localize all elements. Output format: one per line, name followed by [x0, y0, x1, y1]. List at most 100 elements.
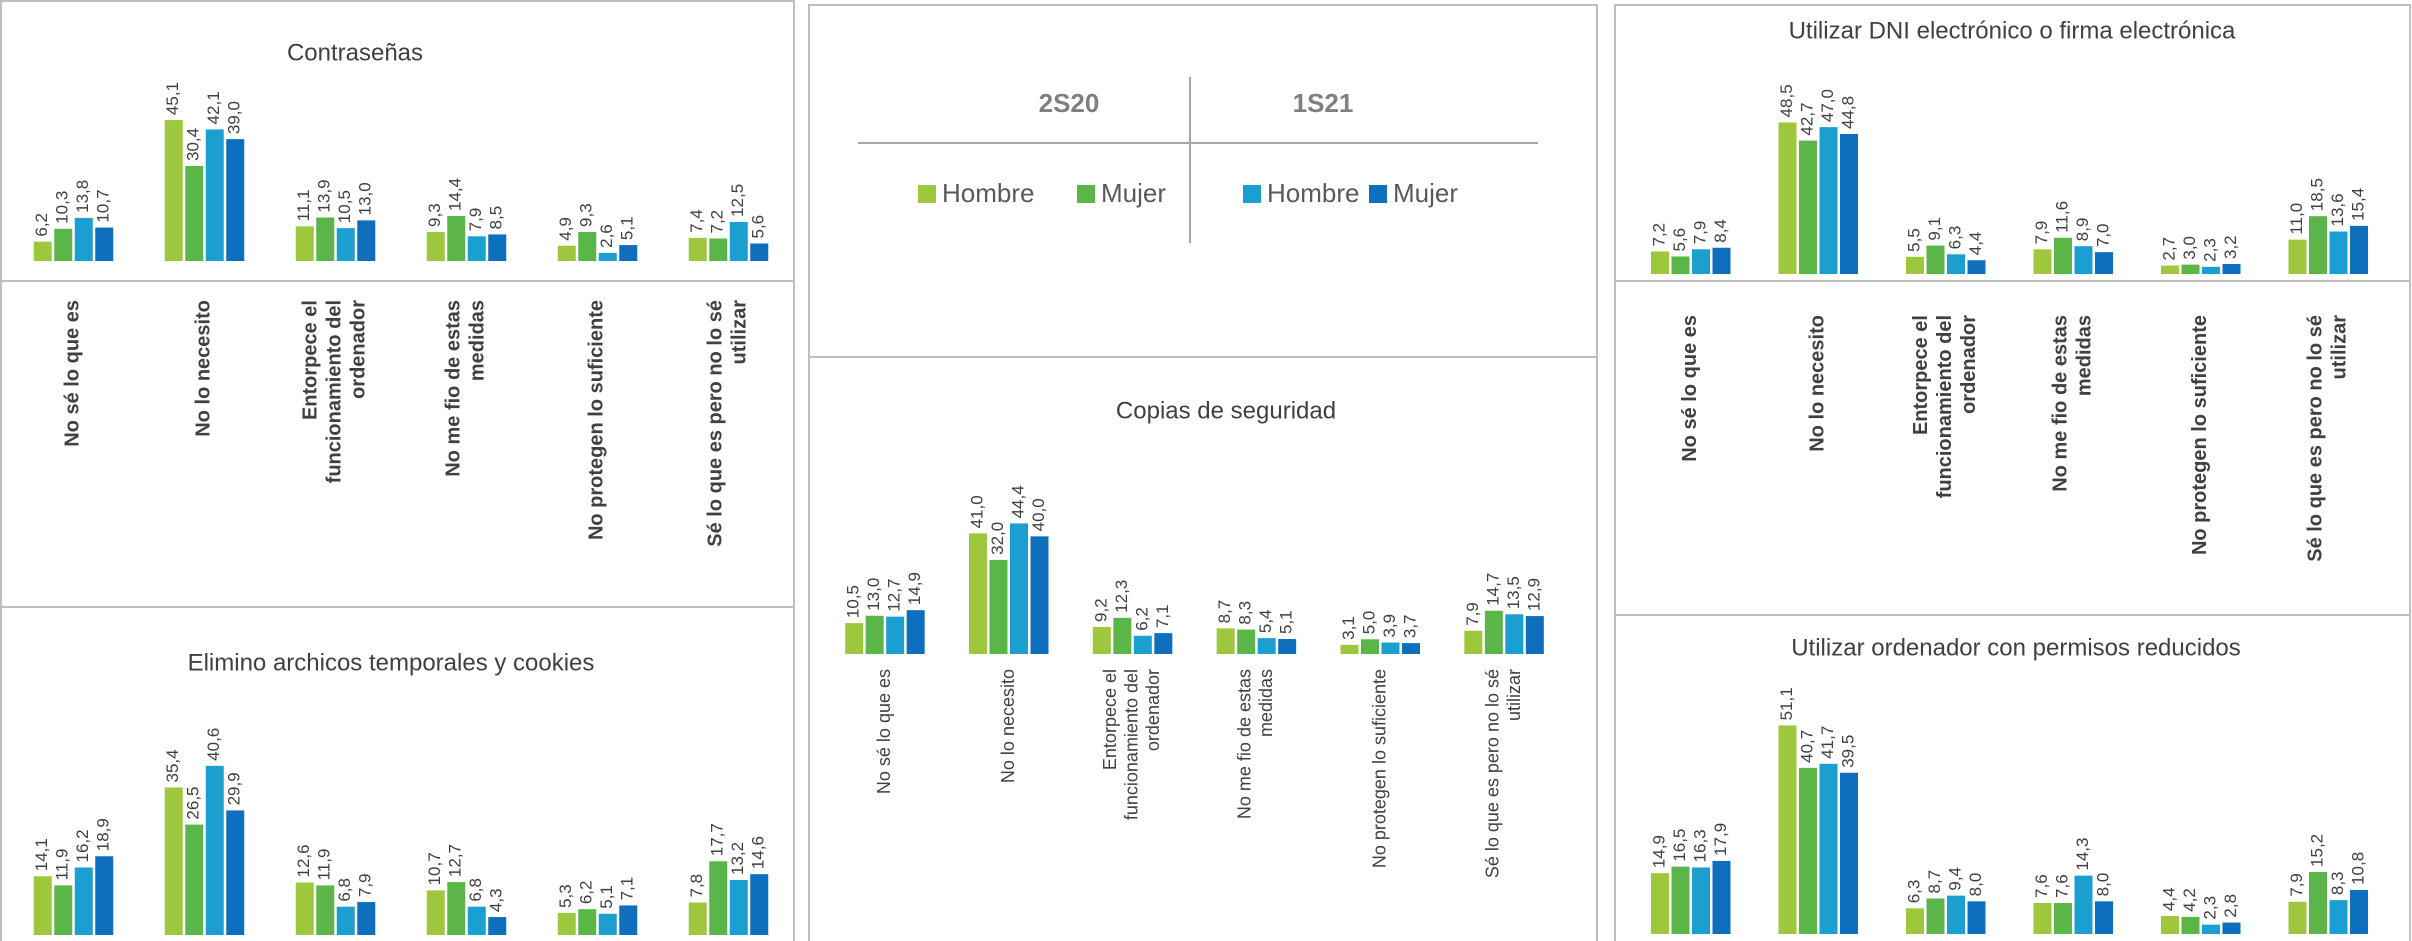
legend-swatch: [1243, 185, 1261, 203]
bar: [2350, 889, 2368, 934]
panel: [808, 356, 1598, 941]
value-label: 32,0: [988, 522, 1007, 555]
bar: [1651, 251, 1669, 274]
bar: [1778, 725, 1797, 934]
value-label: 45,1: [163, 82, 182, 115]
bar: [1340, 644, 1359, 654]
bar: [2222, 264, 2241, 274]
value-label: 5,6: [749, 215, 768, 239]
bar: [989, 559, 1008, 654]
bar: [1692, 867, 1710, 934]
bar: [164, 787, 183, 935]
bar: [33, 241, 52, 261]
bar: [2074, 246, 2093, 274]
value-label: 44,4: [1008, 485, 1027, 518]
value-label: 2,3: [2200, 896, 2219, 920]
value-label: 7,9: [356, 873, 375, 897]
value-label: 16,3: [1690, 829, 1709, 862]
bar: [1113, 617, 1132, 654]
value-label: 10,7: [425, 852, 444, 885]
legend-label: Mujer: [1393, 178, 1458, 208]
bar: [886, 616, 905, 654]
legend-label: Hombre: [1267, 178, 1359, 208]
bar: [1671, 866, 1690, 934]
bar: [688, 237, 707, 261]
bar: [1010, 523, 1028, 654]
value-label: 6,8: [466, 878, 485, 902]
bar: [598, 252, 617, 261]
bar: [2161, 265, 2179, 274]
chart-title: Contraseñas: [287, 39, 423, 66]
group-label: 1S21: [1293, 88, 1354, 118]
bar: [1361, 639, 1379, 654]
legend-swatch: [1077, 185, 1095, 203]
value-label: 10,5: [844, 585, 863, 618]
bar: [336, 906, 355, 935]
category-label: No lo necesito: [193, 300, 215, 437]
value-label: 14,1: [32, 838, 51, 871]
bar: [1237, 629, 1256, 654]
bar: [1906, 908, 1924, 934]
value-label: 9,4: [1945, 867, 1964, 891]
category-label: Entorpece elfuncionamiento delordenador: [1100, 669, 1163, 820]
bar: [1092, 626, 1111, 654]
bar: [729, 880, 748, 935]
value-label: 4,4: [2159, 887, 2178, 911]
bar: [1030, 536, 1049, 654]
value-label: 7,9: [1463, 602, 1482, 626]
legend-swatch: [918, 185, 936, 203]
category-label: No lo necesito: [998, 669, 1018, 783]
bar: [316, 217, 335, 261]
category-label: No protegen lo suficiente: [2189, 315, 2211, 555]
bar: [467, 906, 486, 935]
bar: [488, 234, 507, 261]
value-label: 8,0: [2093, 873, 2112, 897]
bar: [1967, 901, 1986, 934]
bar: [2350, 225, 2368, 274]
value-label: 7,9: [2287, 873, 2306, 897]
value-label: 14,4: [446, 178, 465, 211]
bar: [2161, 916, 2179, 934]
bar: [2202, 266, 2220, 274]
value-label: 7,9: [466, 208, 485, 232]
bar: [357, 220, 376, 261]
value-label: 18,9: [94, 818, 113, 851]
value-label: 5,4: [1256, 609, 1275, 633]
bar: [205, 765, 224, 935]
bar: [1840, 134, 1858, 274]
bar: [2222, 922, 2241, 934]
value-label: 5,3: [556, 884, 575, 908]
bar: [1778, 122, 1797, 274]
value-label: 39,0: [225, 101, 244, 134]
value-label: 10,3: [53, 191, 72, 224]
value-label: 3,9: [1380, 614, 1399, 638]
value-label: 10,5: [335, 190, 354, 223]
value-label: 3,1: [1339, 616, 1358, 640]
value-label: 4,2: [2180, 888, 2199, 912]
category-label: No lo necesito: [1807, 315, 1829, 452]
bar: [1484, 610, 1503, 654]
bar: [54, 228, 73, 261]
legend-label: Mujer: [1101, 178, 1166, 208]
bar: [1712, 247, 1731, 274]
bar: [336, 228, 355, 261]
value-label: 7,4: [687, 209, 706, 233]
value-label: 48,5: [1777, 84, 1796, 117]
bar: [33, 876, 52, 935]
category-label: No protegen lo suficiente: [1369, 669, 1389, 868]
value-label: 7,8: [687, 874, 706, 898]
value-label: 2,3: [2200, 238, 2219, 262]
bar: [1819, 127, 1838, 274]
value-label: 13,8: [73, 180, 92, 213]
value-label: 5,0: [1359, 611, 1378, 635]
bar: [164, 120, 183, 261]
value-label: 42,1: [204, 91, 223, 124]
bar: [729, 221, 748, 261]
value-label: 35,4: [163, 749, 182, 782]
value-label: 12,5: [728, 184, 747, 217]
value-label: 17,7: [708, 823, 727, 856]
bar: [1906, 256, 1924, 274]
value-label: 13,5: [1504, 576, 1523, 609]
value-label: 7,6: [2052, 874, 2071, 898]
